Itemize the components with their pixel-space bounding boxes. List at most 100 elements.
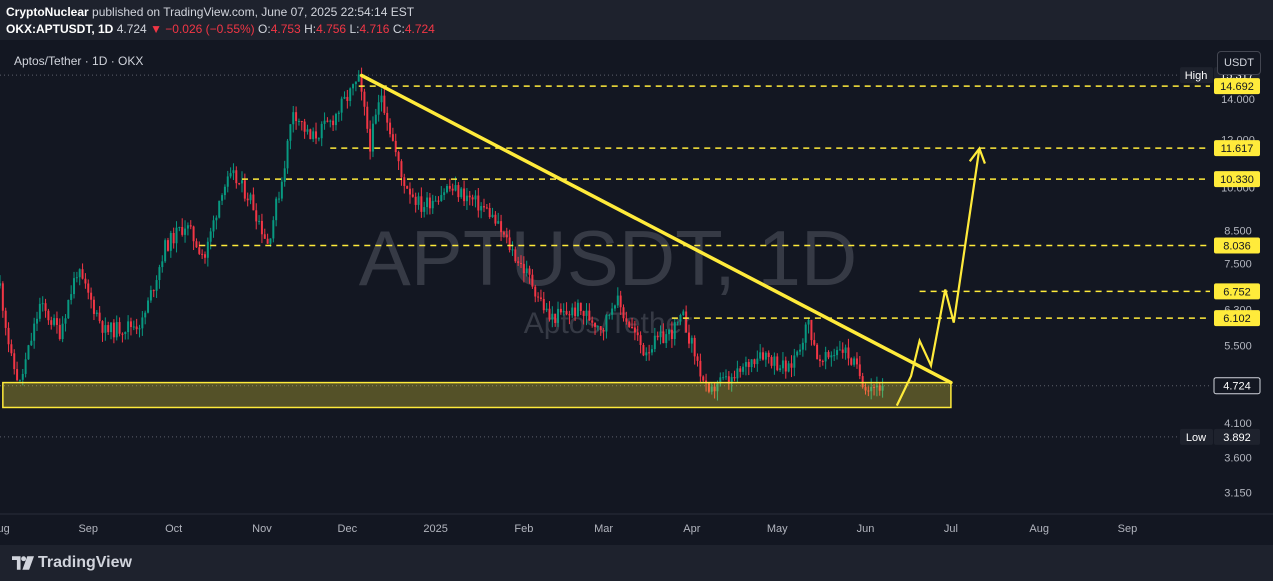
time-tick-label: Jun xyxy=(857,523,875,535)
candle-body xyxy=(0,283,1,286)
candle-body xyxy=(70,294,73,300)
time-tick-label: 2025 xyxy=(423,523,447,535)
candle-body xyxy=(502,232,505,235)
candle-body xyxy=(389,122,392,135)
candle-body xyxy=(184,228,187,235)
chart-pane[interactable]: APTUSDT, 1D Aptos/Tether 3.150 3.600 4.100 5.… xyxy=(0,40,1273,545)
candle-body xyxy=(602,329,605,332)
candle-body xyxy=(642,344,645,356)
footer-bar: TradingView xyxy=(0,545,1273,581)
time-tick-label: Sep xyxy=(78,523,98,535)
candle-body xyxy=(203,254,206,258)
candle-body xyxy=(608,314,611,316)
candle-body xyxy=(417,196,420,205)
candle-body xyxy=(537,296,540,298)
candle-body xyxy=(463,188,466,202)
candle-body xyxy=(306,129,309,132)
candle-body xyxy=(542,298,545,311)
candle-body xyxy=(753,359,756,365)
candle-body xyxy=(705,380,708,383)
candle-body xyxy=(252,194,255,211)
candle-body xyxy=(787,363,790,372)
price-tag-box xyxy=(1180,428,1213,445)
candle-body xyxy=(41,303,44,305)
candle-body xyxy=(804,324,807,343)
candle-body xyxy=(212,220,215,232)
candle-body xyxy=(443,192,446,196)
candle-body xyxy=(243,180,246,199)
currency-button[interactable]: USDT xyxy=(1217,51,1261,75)
candle-body xyxy=(292,112,295,125)
candle-body xyxy=(221,195,224,201)
candle-body xyxy=(611,308,614,315)
candle-body xyxy=(460,188,463,198)
candle-body xyxy=(426,197,429,208)
candle-body xyxy=(98,312,101,322)
candle-body xyxy=(867,390,870,392)
candle-body xyxy=(596,326,599,328)
candle-body xyxy=(434,200,437,202)
candle-body xyxy=(226,176,229,187)
candle-body xyxy=(87,283,90,293)
candle-body xyxy=(394,140,397,153)
candle-body xyxy=(152,290,155,292)
candle-body xyxy=(349,88,352,101)
candle-body xyxy=(605,315,608,332)
candle-body xyxy=(656,335,659,338)
candle-body xyxy=(75,277,78,279)
candle-body xyxy=(628,321,631,327)
price-label: 11.617 xyxy=(1221,143,1254,155)
tradingview-logo[interactable]: TradingView xyxy=(12,554,132,572)
candle-body xyxy=(186,225,189,229)
candle-body xyxy=(420,196,423,212)
time-tick-label: Aug xyxy=(1029,523,1049,535)
candle-body xyxy=(727,376,730,384)
candle-body xyxy=(215,217,218,221)
candle-body xyxy=(796,351,799,356)
price-label-box xyxy=(1214,78,1260,95)
candle-body xyxy=(633,327,636,333)
candle-body xyxy=(497,221,500,224)
candle-body xyxy=(326,120,329,122)
candle-body xyxy=(124,332,127,334)
candle-body xyxy=(161,261,164,268)
candle-body xyxy=(562,311,565,313)
candle-body xyxy=(386,112,389,123)
candle-body xyxy=(514,249,517,262)
candle-body xyxy=(870,386,873,392)
candle-body xyxy=(790,363,793,368)
candle-body xyxy=(13,353,16,370)
candle-body xyxy=(448,186,451,189)
candle-body xyxy=(406,186,409,189)
candle-body xyxy=(770,357,773,366)
time-tick-label: Sep xyxy=(1118,523,1138,535)
candle-body xyxy=(300,120,303,122)
candle-body xyxy=(568,314,571,316)
candle-body xyxy=(138,328,141,330)
price-chart[interactable]: APTUSDT, 1DAptos/Tether3.1503.6004.1005.… xyxy=(0,40,1273,545)
candle-body xyxy=(676,321,679,323)
watermark-symbol: APTUSDT, 1D xyxy=(359,214,857,302)
candle-body xyxy=(92,299,95,314)
price-label: 3.892 xyxy=(1223,432,1251,444)
candle-body xyxy=(665,334,668,344)
candle-body xyxy=(457,185,460,198)
candle-body xyxy=(295,112,298,122)
candle-body xyxy=(696,356,699,361)
candle-body xyxy=(260,220,263,235)
candle-body xyxy=(588,310,591,321)
candle-body xyxy=(847,347,850,359)
candle-body xyxy=(391,134,394,141)
candle-body xyxy=(690,337,693,344)
time-tick-label: May xyxy=(767,523,788,535)
candle-body xyxy=(548,308,551,320)
candle-body xyxy=(445,186,448,193)
candle-body xyxy=(636,332,639,336)
candle-body xyxy=(275,198,278,221)
candle-body xyxy=(303,121,306,132)
publisher-name[interactable]: CryptoNuclear xyxy=(6,5,89,19)
candle-body xyxy=(189,225,192,227)
candle-body xyxy=(855,358,858,365)
candle-body xyxy=(149,290,152,301)
candle-body xyxy=(551,313,554,320)
